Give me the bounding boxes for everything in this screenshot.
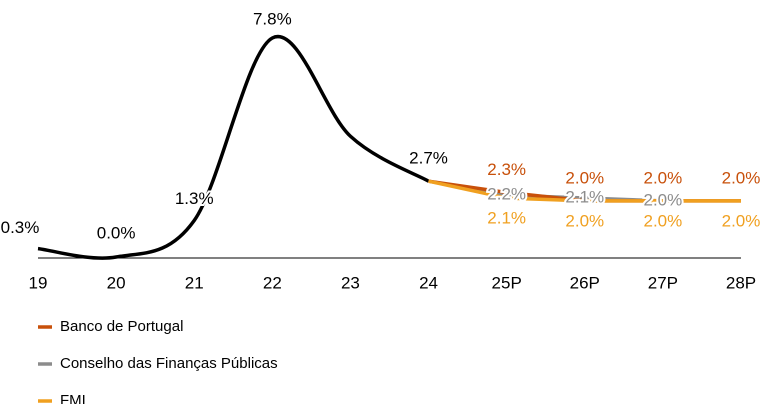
data-label: 2.0%	[565, 211, 604, 230]
x-tick-label: 23	[341, 273, 360, 292]
data-label: 2.7%	[409, 149, 448, 168]
data-label: 2.1%	[565, 188, 604, 207]
data-label: 2.0%	[722, 211, 761, 230]
data-label: 2.2%	[487, 185, 526, 204]
data-label: 2.1%	[487, 209, 526, 228]
data-label: 2.0%	[565, 168, 604, 187]
data-label: 2.0%	[644, 211, 683, 230]
x-tick-label: 21	[185, 273, 204, 292]
legend-label: FMI	[60, 392, 86, 404]
data-label: 7.8%	[253, 9, 292, 28]
data-label: 1.3%	[175, 189, 214, 208]
x-tick-label: 19	[29, 273, 48, 292]
data-label: 2.0%	[644, 168, 683, 187]
series-line	[37, 34, 430, 260]
data-label: 2.0%	[644, 190, 683, 209]
x-tick-label: 24	[419, 273, 438, 292]
x-tick-label: 28P	[726, 273, 756, 292]
legend-label: Conselho das Finanças Públicas	[60, 355, 278, 372]
data-label: 2.3%	[487, 160, 526, 179]
data-label: 0.3%	[1, 218, 40, 237]
x-tick-label: 25P	[492, 273, 522, 292]
legend-label: Banco de Portugal	[60, 318, 183, 335]
data-label: 0.0%	[97, 223, 136, 242]
data-label: 2.0%	[722, 168, 761, 187]
x-tick-label: 20	[107, 273, 126, 292]
x-tick-label: 22	[263, 273, 282, 292]
x-tick-label: 26P	[570, 273, 600, 292]
x-tick-label: 27P	[648, 273, 678, 292]
series-line	[428, 179, 741, 203]
